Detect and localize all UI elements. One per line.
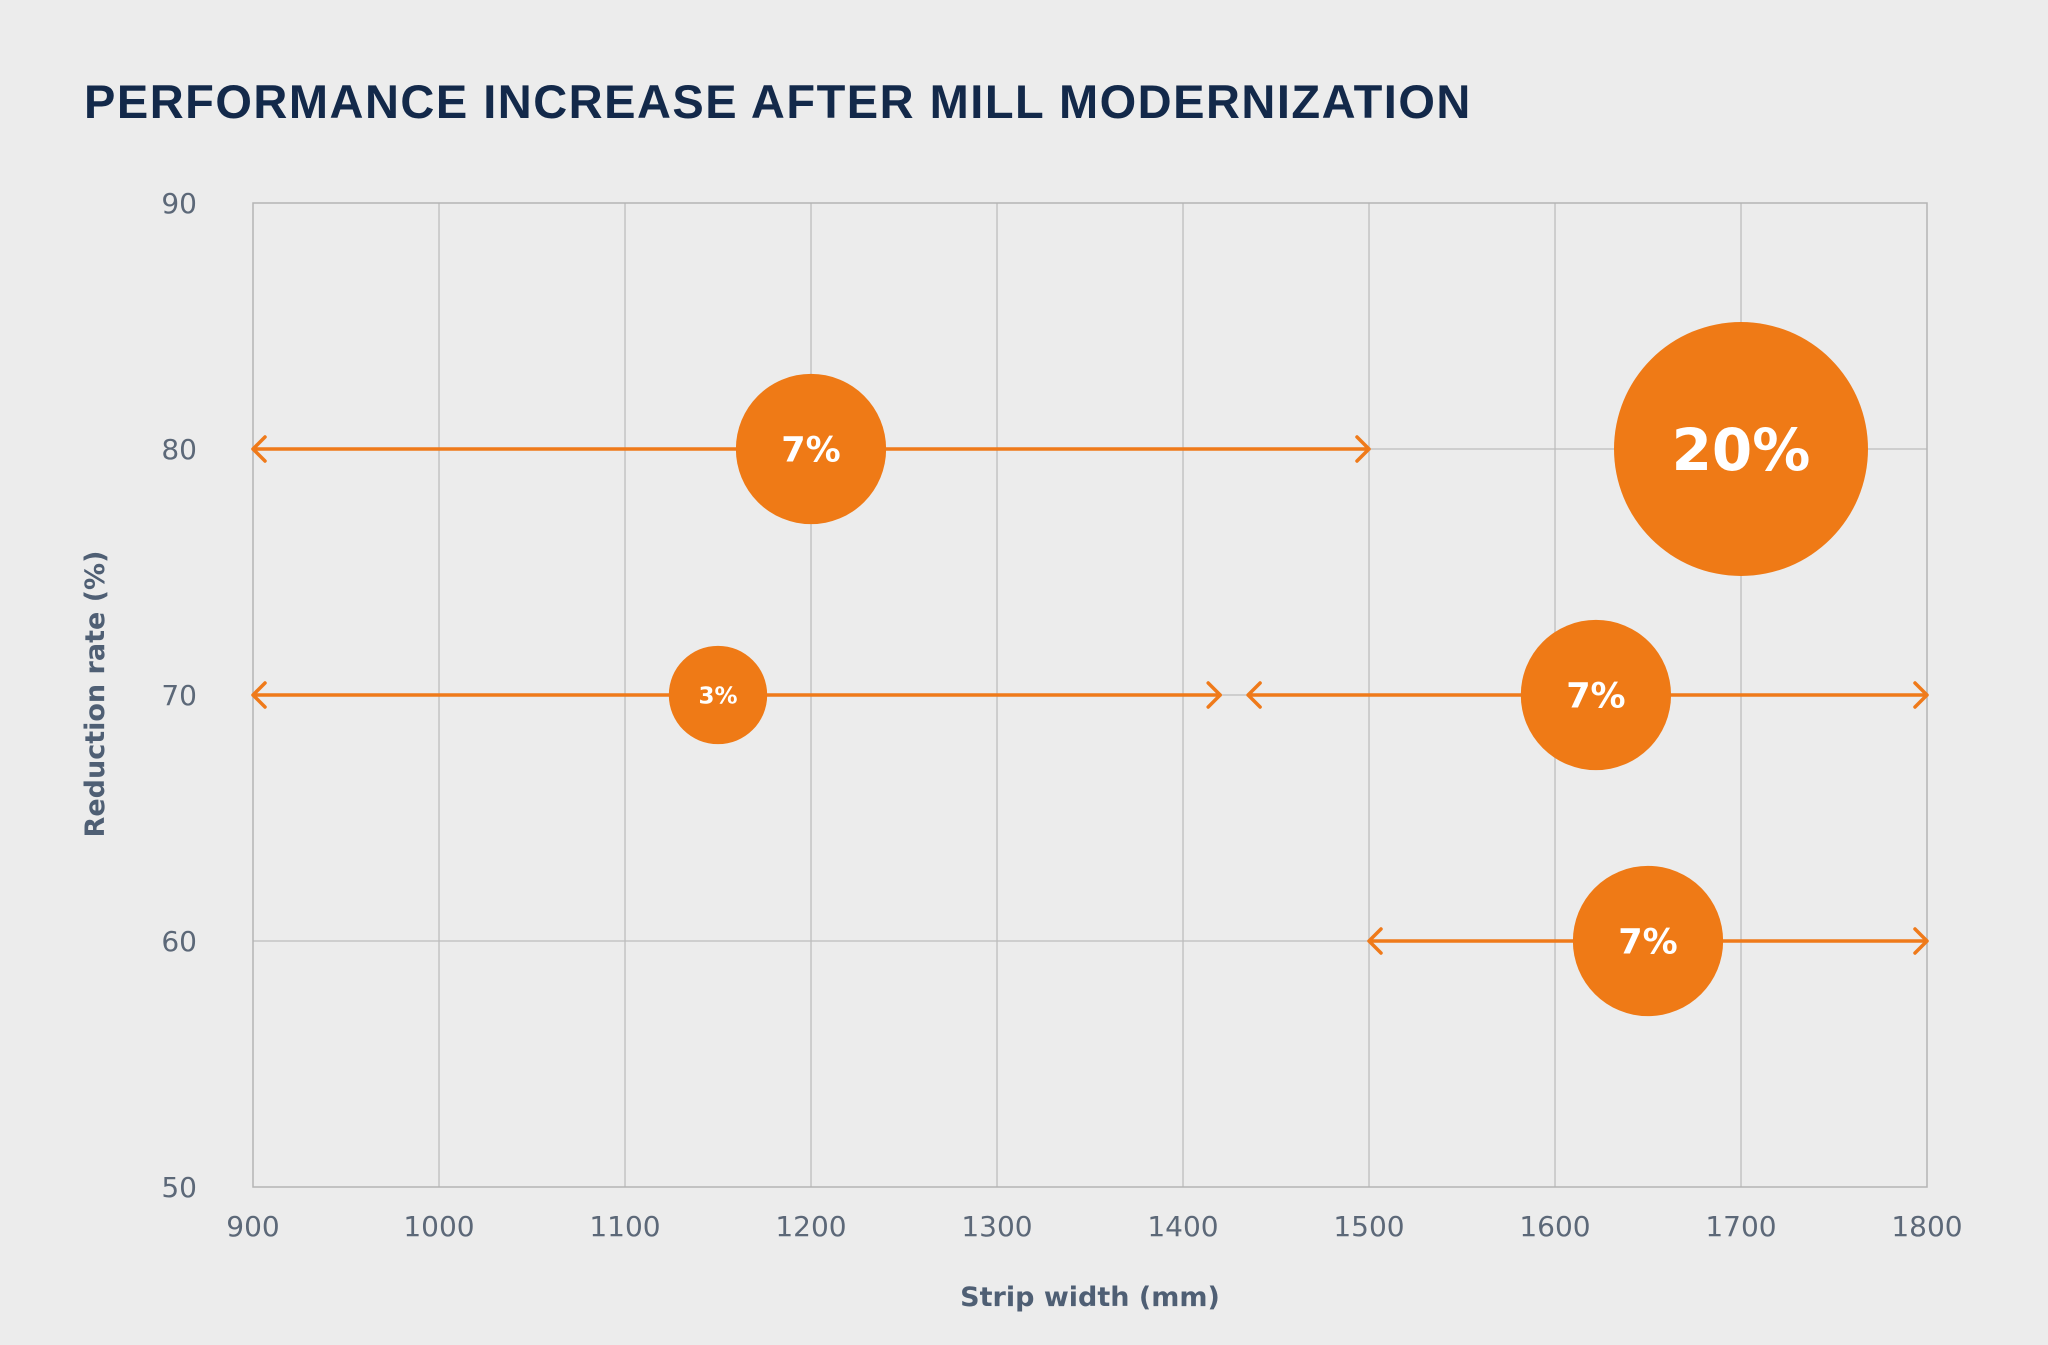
y-tick-label: 80: [161, 433, 197, 466]
bubble-0: [735, 373, 887, 525]
x-tick-label: 1400: [1147, 1210, 1218, 1243]
bubble-label-4: 7%: [1618, 923, 1677, 963]
y-tick-label: 90: [161, 187, 197, 220]
chart-title: PERFORMANCE INCREASE AFTER MILL MODERNIZ…: [84, 75, 1472, 128]
bubble-1: [1614, 322, 1868, 576]
x-tick-label: 900: [226, 1210, 279, 1243]
bubble-4: [1572, 865, 1724, 1017]
bubble-3: [1520, 619, 1672, 771]
tick-labels: 900 1000 1100 1200 1300 1400 1500 1600 1700 1800 5…: [161, 187, 1962, 1243]
y-axis-label: Reduction rate (%): [80, 551, 111, 838]
bubbles: 7% 20% 3% 7% 7%: [668, 322, 1868, 1017]
x-tick-label: 1600: [1519, 1210, 1590, 1243]
bubble-2: [668, 645, 768, 745]
y-tick-label: 60: [161, 925, 197, 958]
range-arrows: [251, 435, 1929, 955]
x-tick-label: 1800: [1891, 1210, 1962, 1243]
bubble-label-0: 7%: [781, 431, 840, 471]
x-tick-label: 1300: [961, 1210, 1032, 1243]
x-tick-label: 1100: [589, 1210, 660, 1243]
bubble-label-1: 20%: [1672, 416, 1811, 484]
x-tick-label: 1700: [1705, 1210, 1776, 1243]
bubble-label-3: 7%: [1566, 677, 1625, 717]
y-tick-label: 50: [161, 1171, 197, 1204]
x-tick-label: 1500: [1333, 1210, 1404, 1243]
y-tick-label: 70: [161, 679, 197, 712]
x-tick-label: 1000: [403, 1210, 474, 1243]
x-axis-label: Strip width (mm): [960, 1282, 1220, 1313]
bubble-label-2: 3%: [698, 683, 737, 709]
x-tick-label: 1200: [775, 1210, 846, 1243]
